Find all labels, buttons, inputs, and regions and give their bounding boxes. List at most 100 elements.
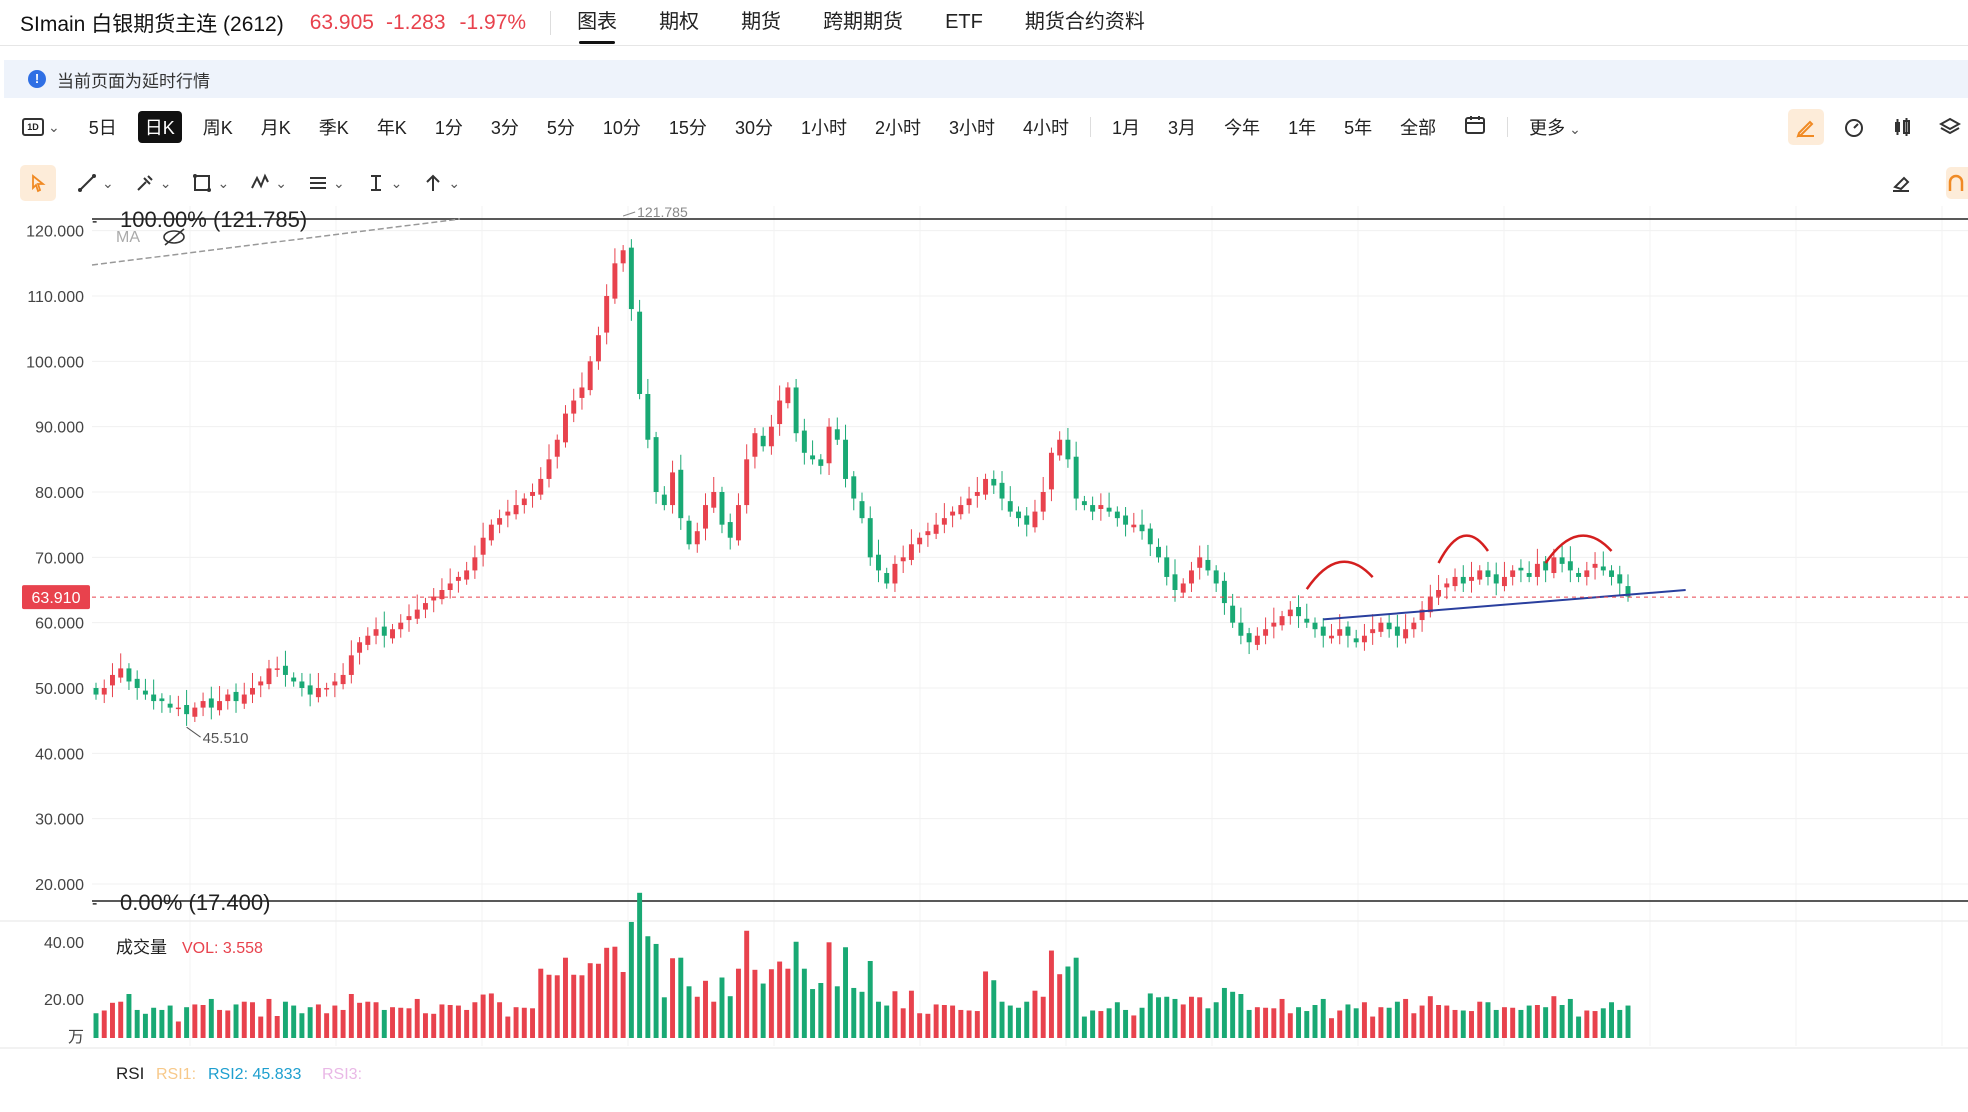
candle-style-button[interactable]: [1884, 109, 1920, 145]
text-tool[interactable]: ⌄: [365, 172, 402, 194]
arrow-up-icon: [426, 174, 441, 191]
volume-bar: [628, 921, 634, 1038]
volume-bar: [1625, 1005, 1631, 1038]
volume-bar: [175, 1021, 181, 1038]
candle: [917, 537, 923, 545]
candle: [398, 622, 404, 630]
period-yearly-k[interactable]: 年K: [376, 118, 407, 138]
period-1h[interactable]: 1小时: [800, 118, 847, 138]
hide-ma-button[interactable]: [163, 228, 185, 246]
candle: [1609, 570, 1614, 577]
volume-bar: [101, 1010, 107, 1038]
tab-spread-futures[interactable]: 跨期期货: [823, 10, 904, 33]
period-quarterly-k[interactable]: 季K: [318, 118, 349, 138]
pattern-tool[interactable]: ⌄: [249, 172, 287, 194]
header-bar: SImain 白银期货主连 (2612) 63.905 -1.283 -1.97…: [0, 0, 1968, 46]
draw-toggle-button[interactable]: [1788, 109, 1824, 145]
candle: [1180, 583, 1186, 593]
period-daily-k[interactable]: 日K: [137, 111, 182, 143]
candle: [859, 501, 865, 519]
tab-etf[interactable]: ETF: [945, 10, 983, 33]
fib-top-label: 100.00% (121.785): [120, 207, 307, 232]
candle: [851, 476, 857, 499]
candle: [1098, 505, 1104, 509]
volume-bar: [538, 968, 544, 1038]
candle: [274, 668, 280, 670]
volume-bar: [876, 1001, 881, 1038]
fib-top-dash: -: [92, 213, 97, 230]
candle: [1312, 622, 1318, 630]
period-monthly-k[interactable]: 月K: [260, 118, 291, 138]
more-periods-button[interactable]: 更多 ⌄: [1522, 111, 1588, 143]
tab-contract-info[interactable]: 期货合约资料: [1024, 10, 1145, 33]
candle: [587, 361, 593, 391]
candle: [142, 690, 148, 695]
volume-bar: [851, 987, 857, 1038]
tab-options[interactable]: 期权: [659, 10, 700, 33]
volume-label: 成交量: [116, 938, 167, 957]
volume-bar: [1040, 996, 1046, 1038]
candle: [513, 505, 519, 515]
volume-bar: [1386, 1007, 1392, 1038]
period-15min[interactable]: 15分: [668, 118, 707, 138]
volume-bar: [892, 991, 898, 1038]
date-range-button[interactable]: [1457, 112, 1493, 143]
magnet-tool[interactable]: [1946, 167, 1968, 199]
volume-bar: [126, 994, 132, 1038]
range-3m[interactable]: 3月: [1168, 118, 1197, 138]
volume-tick-40: 40.00: [44, 935, 84, 952]
period-5min[interactable]: 5分: [546, 118, 575, 138]
last-price-tag: 63.910: [32, 590, 81, 607]
range-all[interactable]: 全部: [1400, 118, 1437, 138]
fib-tool[interactable]: ⌄: [307, 172, 345, 194]
volume-bar: [834, 986, 840, 1038]
range-1y[interactable]: 1年: [1288, 118, 1317, 138]
period-10min[interactable]: 10分: [602, 118, 641, 138]
shape-tool[interactable]: ⌄: [191, 172, 229, 194]
volume-bar: [422, 1013, 428, 1038]
range-ytd[interactable]: 今年: [1224, 118, 1261, 138]
period-2h[interactable]: 2小时: [874, 118, 921, 138]
range-5y[interactable]: 5年: [1344, 118, 1373, 138]
candle: [1040, 492, 1046, 512]
candle: [1024, 515, 1030, 525]
eraser-icon: [1893, 176, 1910, 192]
volume-bar: [818, 983, 824, 1038]
volume-bar: [1559, 1005, 1565, 1038]
candle: [1090, 505, 1096, 512]
indicator-button[interactable]: [1836, 109, 1872, 145]
chevron-down-icon: ⌄: [1569, 121, 1581, 137]
period-4h[interactable]: 4小时: [1023, 118, 1070, 138]
candle: [974, 492, 980, 496]
range-1m[interactable]: 1月: [1112, 118, 1141, 138]
volume-value: VOL: 3.558: [182, 940, 263, 957]
period-1min[interactable]: 1分: [434, 118, 463, 138]
chart-area[interactable]: 120.000 110.000 100.000 90.000 80.000 70.000 6…: [0, 204, 1968, 1112]
volume-bar: [167, 1005, 173, 1038]
price-change-pct: -1.97%: [459, 10, 527, 34]
volume-bar: [612, 946, 618, 1038]
candle: [579, 387, 585, 398]
candle: [1592, 563, 1598, 568]
candle: [1238, 622, 1244, 636]
period-3h[interactable]: 3小时: [949, 118, 996, 138]
volume-bar: [1287, 1013, 1293, 1038]
candle: [604, 295, 610, 333]
period-3min[interactable]: 3分: [490, 118, 519, 138]
brush-tool[interactable]: ⌄: [134, 172, 171, 194]
layers-button[interactable]: [1932, 109, 1968, 145]
eraser-tool[interactable]: [1890, 172, 1912, 194]
kline-chart[interactable]: 120.000 110.000 100.000 90.000 80.000 70.000 6…: [0, 204, 1968, 1112]
period-5d[interactable]: 5日: [88, 118, 117, 138]
interval-selector[interactable]: 1D ⌄: [22, 118, 60, 136]
arrow-tool[interactable]: ⌄: [422, 172, 460, 194]
volume-bar: [373, 1002, 379, 1038]
volume-bar: [966, 1010, 972, 1038]
period-30min[interactable]: 30分: [734, 118, 773, 138]
period-weekly-k[interactable]: 周K: [202, 118, 233, 138]
cursor-tool[interactable]: [20, 165, 56, 201]
line-tool[interactable]: ⌄: [76, 172, 114, 194]
candle: [505, 511, 511, 516]
tab-futures[interactable]: 期货: [741, 10, 782, 33]
tab-chart[interactable]: 图表: [577, 0, 617, 46]
